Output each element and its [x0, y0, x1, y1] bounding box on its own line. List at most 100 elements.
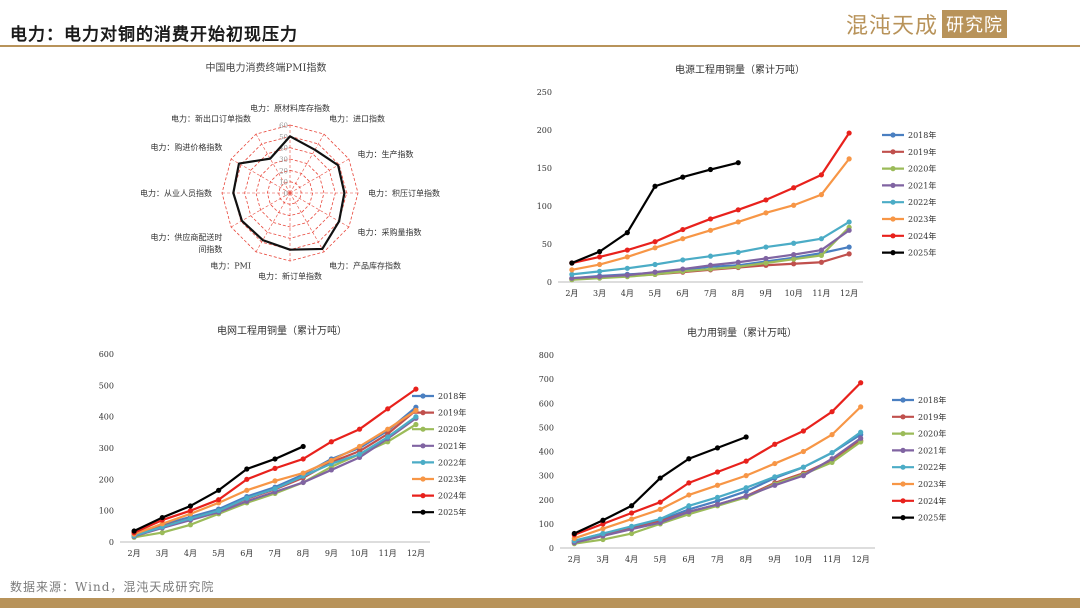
data-point — [714, 469, 721, 475]
page-title: 电力：电力对铜的消费开始初现压力 — [10, 25, 298, 45]
data-point — [800, 448, 807, 455]
footer-bar — [0, 598, 1080, 608]
series-line — [571, 132, 851, 265]
x-tick-label: 7月 — [704, 289, 717, 298]
chart-title: 电力用铜量（累计万吨） — [687, 326, 797, 339]
chart-title: 电源工程用铜量（累计万吨） — [675, 63, 805, 76]
data-point — [800, 464, 807, 470]
y-tick-label: 150 — [537, 164, 552, 173]
x-tick-label: 3月 — [593, 289, 606, 298]
y-tick-label: 50 — [542, 240, 552, 249]
data-point — [707, 166, 714, 173]
radar-tick-label: 40 — [279, 145, 288, 153]
data-point — [569, 271, 575, 277]
data-point — [244, 495, 250, 501]
data-point — [791, 185, 797, 191]
legend-label: 2025年 — [438, 507, 466, 517]
legend-marker — [900, 414, 906, 420]
data-point — [216, 508, 222, 514]
y-tick-label: 500 — [539, 423, 554, 432]
data-point — [624, 254, 630, 260]
x-tick-label: 7月 — [268, 549, 281, 558]
data-point — [187, 508, 194, 514]
data-point — [600, 536, 606, 543]
data-point — [596, 261, 603, 268]
data-point — [772, 474, 778, 480]
chart-title: 中国电力消费终端PMI指数 — [206, 61, 327, 74]
series-line — [574, 440, 862, 545]
data-point — [763, 255, 769, 262]
data-point — [858, 380, 864, 386]
legend-marker — [890, 132, 896, 138]
data-point — [735, 249, 741, 255]
legend-label: 2020年 — [438, 424, 466, 434]
radar-spoke — [289, 192, 325, 253]
logo-text: 混沌天成 — [846, 14, 939, 39]
x-tick-label: 9月 — [325, 549, 338, 558]
data-point — [187, 522, 194, 528]
legend-marker — [890, 216, 896, 222]
y-tick-label: 0 — [547, 278, 552, 287]
legend-marker — [900, 464, 906, 470]
radar-tick-label: 20 — [279, 167, 288, 175]
legend-label: 2022年 — [908, 197, 936, 207]
data-point — [763, 244, 769, 250]
x-tick-label: 10月 — [794, 555, 812, 564]
data-point — [818, 236, 825, 242]
series-line — [133, 409, 417, 537]
legend-marker — [890, 166, 896, 172]
data-point — [569, 275, 575, 281]
logo-box-text: 研究院 — [942, 10, 1008, 38]
line-chart-power-total: 电力用铜量（累计万吨） 0 100 200 300 400 500 600 700 800 2月 3月… — [539, 326, 947, 564]
data-point — [356, 426, 363, 432]
chart-title: 电网工程用铜量（累计万吨） — [217, 324, 347, 337]
x-tick-label: 10月 — [785, 289, 803, 298]
data-point — [846, 219, 852, 225]
legend-marker — [890, 250, 896, 256]
x-tick-label: 4月 — [625, 555, 638, 564]
data-point — [600, 530, 606, 537]
legend-label: 2022年 — [918, 462, 946, 472]
legend-marker — [900, 447, 906, 453]
series-line — [574, 439, 862, 544]
data-point — [628, 510, 635, 516]
radar-spoke — [230, 192, 291, 228]
radar-axis-label: 电力：PMI — [210, 261, 251, 271]
data-point — [600, 521, 606, 527]
data-point — [743, 485, 749, 491]
data-point — [846, 251, 852, 257]
legend-label: 2025年 — [918, 513, 946, 523]
legend-marker — [900, 498, 906, 504]
data-point — [628, 516, 635, 522]
data-point — [680, 236, 686, 242]
data-point — [385, 406, 391, 412]
data-point — [328, 457, 334, 464]
data-point — [569, 260, 575, 266]
data-point — [569, 267, 575, 273]
data-point — [714, 482, 721, 488]
y-tick-label: 0 — [549, 544, 554, 553]
data-point — [216, 497, 222, 503]
data-point — [272, 478, 278, 484]
data-point — [600, 526, 606, 532]
data-point — [763, 197, 769, 203]
data-point — [735, 259, 741, 265]
data-point — [791, 261, 797, 267]
data-point — [413, 421, 419, 428]
data-point — [300, 470, 306, 476]
x-tick-label: 7月 — [711, 555, 724, 564]
x-tick-label: 6月 — [676, 289, 689, 298]
data-point — [596, 254, 603, 260]
radar-axis-label: 电力：供应商配送时间指数 — [150, 232, 222, 254]
data-point — [680, 174, 686, 180]
data-point — [735, 160, 741, 166]
data-point — [818, 247, 825, 253]
y-tick-label: 800 — [539, 351, 554, 360]
data-point — [829, 409, 835, 415]
radar-axis-label: 电力：购进价格指数 — [150, 142, 222, 152]
y-tick-label: 0 — [109, 538, 114, 547]
data-point — [735, 207, 741, 213]
data-point — [628, 530, 635, 537]
legend-label: 2023年 — [438, 474, 466, 484]
x-tick-label: 12月 — [852, 555, 870, 564]
